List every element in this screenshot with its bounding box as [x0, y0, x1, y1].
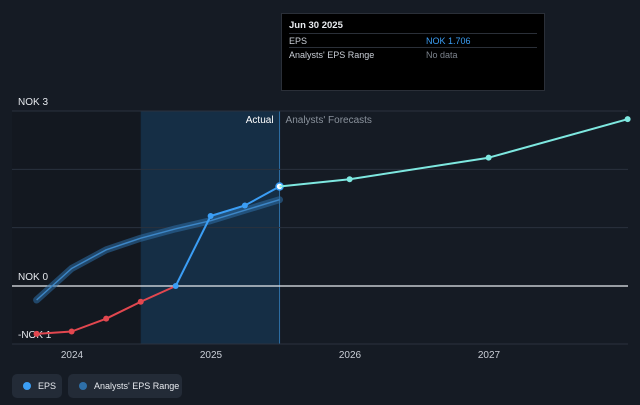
eps-point — [241, 202, 248, 209]
x-tick-label: 2024 — [61, 350, 84, 361]
eps-segment — [105, 300, 142, 320]
range-legend-dot-icon — [79, 382, 87, 390]
eps-point — [207, 213, 214, 219]
legend-label-eps: EPS — [38, 381, 57, 391]
eps-point — [137, 298, 144, 305]
forecast-region-label: Analysts' Forecasts — [286, 115, 372, 126]
tooltip-date: Jun 30 2025 — [289, 20, 343, 31]
eps-point — [33, 330, 40, 337]
forecast-point — [485, 154, 492, 161]
eps-segment — [174, 215, 212, 287]
forecast-line — [279, 118, 628, 188]
tooltip-row-range: Analysts' EPS Range No data — [289, 47, 537, 62]
legend-item-range[interactable]: Analysts' EPS Range — [68, 374, 182, 398]
eps-legend-dot-icon — [23, 382, 31, 390]
forecast-point — [624, 116, 631, 123]
tooltip-eps-label: EPS — [289, 36, 308, 46]
x-tick-label: 2027 — [478, 350, 501, 361]
tooltip-row-eps: EPS NOK 1.706 — [289, 33, 537, 48]
eps-point — [172, 283, 179, 289]
tooltip: Jun 30 2025 EPS NOK 1.706 Analysts' EPS … — [281, 13, 545, 91]
eps-segment — [209, 204, 246, 217]
eps-segment — [139, 285, 177, 303]
range-line — [36, 198, 280, 301]
x-tick-label: 2025 — [200, 350, 223, 361]
actual-region-label: Actual — [246, 115, 274, 126]
y-label-zero: NOK 0 — [18, 272, 48, 283]
eps-segment — [243, 185, 281, 207]
forecast-point — [346, 176, 353, 183]
eps-segment — [35, 330, 73, 335]
eps-point — [103, 315, 110, 322]
legend-label-range: Analysts' EPS Range — [94, 381, 180, 391]
eps-segment — [70, 317, 108, 333]
legend-item-eps[interactable]: EPS — [12, 374, 62, 398]
tooltip-eps-value: NOK 1.706 — [426, 36, 471, 46]
eps-point — [68, 328, 75, 335]
x-tick-label: 2026 — [339, 350, 362, 361]
tooltip-range-value: No data — [426, 50, 458, 60]
y-label-top: NOK 3 — [18, 97, 48, 108]
tooltip-range-label: Analysts' EPS Range — [289, 50, 375, 60]
